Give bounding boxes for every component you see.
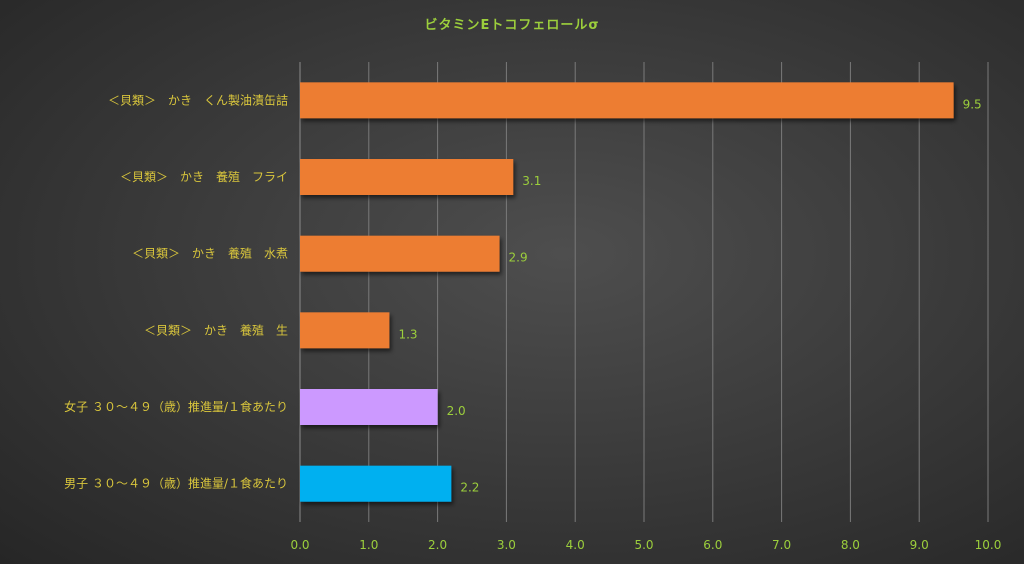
x-tick-label: 0.0 — [290, 538, 309, 552]
category-label: 女子 ３０～４９（歳）推進量/１食あたり — [64, 399, 288, 414]
x-tick-label: 6.0 — [703, 538, 722, 552]
category-label: ＜貝類＞ かき 養殖 水煮 — [132, 246, 288, 261]
x-tick-label: 4.0 — [566, 538, 585, 552]
x-tick-label: 9.0 — [910, 538, 929, 552]
x-tick-label: 7.0 — [772, 538, 791, 552]
bar — [300, 82, 954, 119]
category-label: ＜貝類＞ かき 養殖 フライ — [120, 169, 288, 184]
x-tick-label: 8.0 — [841, 538, 860, 552]
category-label: ＜貝類＞ かき 養殖 生 — [144, 322, 288, 337]
bar — [300, 312, 390, 349]
x-tick-label: 1.0 — [359, 538, 378, 552]
gridlines — [368, 62, 989, 522]
data-label: 2.9 — [509, 251, 528, 265]
x-tick-label: 3.0 — [497, 538, 516, 552]
data-label: 3.1 — [522, 174, 541, 188]
x-tick-label: 10.0 — [975, 538, 1002, 552]
category-label: ＜貝類＞ かき くん製油漬缶詰 — [108, 92, 288, 107]
bar — [300, 235, 500, 272]
bar — [300, 465, 452, 502]
x-tick-label: 2.0 — [428, 538, 447, 552]
bar — [300, 389, 438, 425]
chart-title: ビタミンEトコフェロールσ — [424, 18, 600, 33]
x-tick-label: 5.0 — [634, 538, 653, 552]
data-label: 2.0 — [447, 404, 466, 418]
data-label: 1.3 — [398, 327, 417, 341]
category-label: 男子 ３０～４９（歳）推進量/１食あたり — [64, 476, 288, 491]
bar — [300, 159, 514, 195]
data-label: 9.5 — [963, 97, 982, 111]
data-label: 2.2 — [460, 481, 479, 495]
